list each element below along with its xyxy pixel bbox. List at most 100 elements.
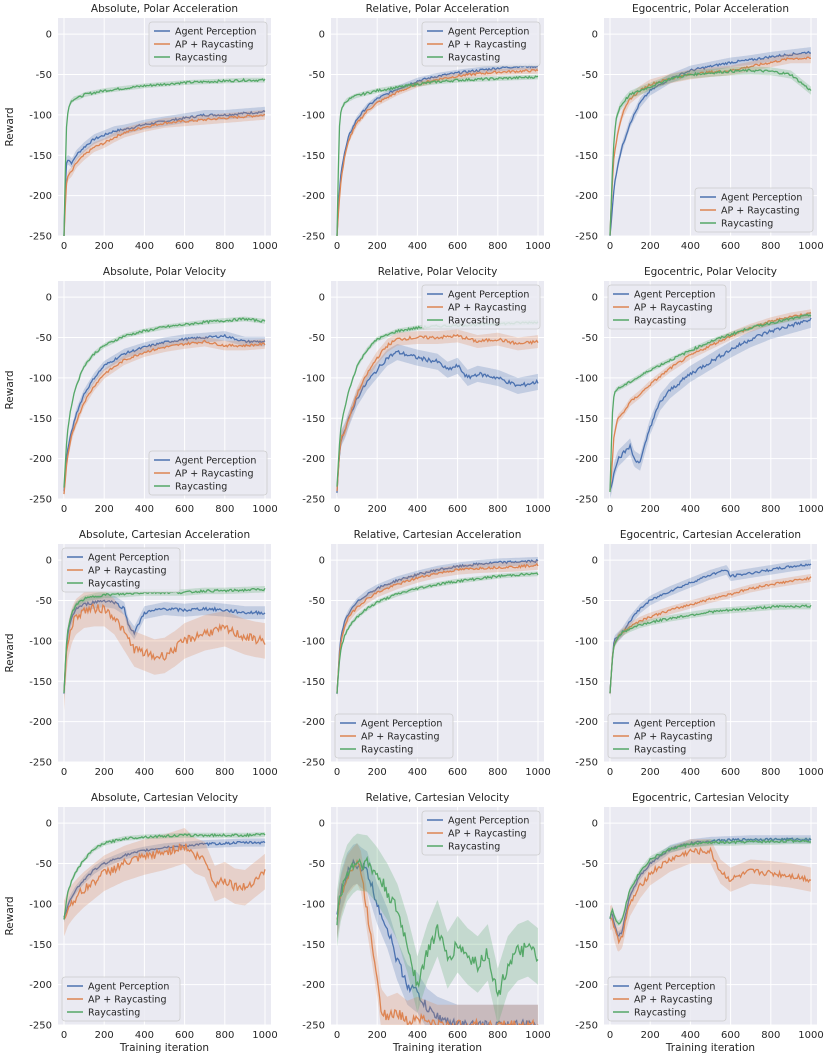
series-band-0 — [610, 311, 811, 499]
legend: Agent Perception AP + Raycasting Raycastin… — [607, 713, 727, 759]
y-tick-label: 0 — [319, 293, 325, 304]
subplot-title: Egocentric, Polar Acceleration — [632, 3, 789, 15]
y-tick-label: -200 — [29, 454, 52, 465]
series-group — [609, 559, 812, 699]
x-tick-label: 200 — [368, 767, 387, 778]
x-tick-label: 200 — [95, 504, 114, 515]
series-band-1 — [337, 329, 538, 498]
subplot-title: Absolute, Cartesian Velocity — [91, 792, 238, 804]
x-axis-label: Training iteration — [392, 1042, 482, 1054]
series-group — [63, 77, 266, 236]
series-group — [609, 835, 812, 952]
legend-entry: Agent Perception — [721, 193, 802, 204]
y-tick-label: -200 — [29, 717, 52, 728]
y-tick-label: -150 — [29, 940, 52, 951]
y-tick-label: -250 — [302, 758, 325, 769]
x-tick-label: 600 — [175, 504, 194, 515]
series-line-1 — [609, 846, 812, 945]
x-tick-label: 800 — [761, 1030, 780, 1041]
series-line-2 — [336, 855, 539, 998]
subplot-2: 0 200 400 600 800 1000 0 -50 -100 -150 -200 -250 Rel… — [302, 3, 550, 252]
subplot-title: Absolute, Polar Velocity — [103, 266, 226, 278]
y-tick-label: 0 — [46, 293, 52, 304]
legend-entry: Raycasting — [634, 745, 686, 756]
x-tick-label: 800 — [761, 504, 780, 515]
series-line-1 — [336, 562, 539, 693]
legend-entry: Agent Perception — [634, 982, 715, 993]
legend: Agent Perception AP + Raycasting Raycastin… — [421, 21, 541, 67]
x-tick-label: 1000 — [798, 1030, 823, 1041]
subplot-5: 0 200 400 600 800 1000 0 -50 -100 -150 -200 -250 Rel… — [302, 266, 550, 515]
legend-box — [421, 21, 541, 67]
x-tick-label: 600 — [448, 504, 467, 515]
series-line-1 — [336, 333, 539, 492]
y-tick-label: -200 — [575, 191, 598, 202]
subplot-title: Relative, Polar Velocity — [378, 266, 498, 278]
y-tick-label: -100 — [29, 110, 52, 121]
series-band-1 — [610, 309, 811, 495]
series-line-1 — [63, 843, 266, 920]
x-tick-label: 200 — [641, 504, 660, 515]
y-tick-label: -250 — [575, 495, 598, 506]
y-tick-label: 0 — [592, 819, 598, 830]
y-tick-label: -50 — [582, 333, 598, 344]
y-tick-label: 0 — [319, 30, 325, 41]
series-band-1 — [64, 590, 265, 712]
series-group — [609, 47, 812, 236]
x-tick-label: 0 — [334, 241, 340, 252]
series-line-2 — [336, 572, 539, 694]
y-tick-label: 0 — [46, 30, 52, 41]
y-axis-label: Reward — [4, 107, 16, 146]
legend-entry: Raycasting — [448, 53, 500, 64]
x-tick-label: 0 — [607, 504, 613, 515]
x-tick-label: 0 — [607, 1030, 613, 1041]
x-tick-label: 1000 — [798, 241, 823, 252]
y-tick-label: 0 — [319, 819, 325, 830]
x-tick-label: 600 — [448, 241, 467, 252]
series-line-1 — [63, 603, 266, 692]
y-tick-label: -200 — [302, 717, 325, 728]
legend-entry: Agent Perception — [361, 719, 442, 730]
series-group — [609, 309, 812, 499]
legend-entry: AP + Raycasting — [88, 995, 166, 1006]
legend-entry: AP + Raycasting — [175, 469, 253, 480]
x-tick-label: 800 — [761, 767, 780, 778]
y-tick-label: -100 — [302, 899, 325, 910]
x-tick-label: 0 — [61, 504, 67, 515]
x-axis-label: Training iteration — [665, 1042, 755, 1054]
x-tick-label: 200 — [95, 767, 114, 778]
subplot-title: Egocentric, Cartesian Acceleration — [620, 529, 801, 541]
series-band-1 — [64, 828, 265, 937]
legend-entry: AP + Raycasting — [634, 995, 712, 1006]
series-band-0 — [337, 344, 538, 499]
x-tick-label: 800 — [488, 241, 507, 252]
x-tick-label: 800 — [215, 767, 234, 778]
x-tick-label: 200 — [641, 1030, 660, 1041]
legend-entry: Raycasting — [634, 1008, 686, 1019]
series-line-1 — [63, 339, 266, 495]
legend-entry: Raycasting — [88, 1008, 140, 1019]
series-line-1 — [336, 68, 539, 236]
x-tick-label: 200 — [95, 241, 114, 252]
x-tick-label: 1000 — [252, 767, 277, 778]
y-tick-label: -100 — [29, 373, 52, 384]
x-tick-label: 400 — [408, 1030, 427, 1041]
y-tick-label: -100 — [302, 636, 325, 647]
series-line-0 — [63, 110, 266, 236]
series-line-2 — [609, 68, 812, 236]
series-line-2 — [63, 587, 266, 694]
y-tick-label: -250 — [302, 1021, 325, 1032]
x-tick-label: 800 — [488, 504, 507, 515]
series-line-0 — [609, 563, 812, 694]
legend-entry: Agent Perception — [175, 456, 256, 467]
x-tick-label: 0 — [61, 1030, 67, 1041]
series-line-2 — [609, 839, 812, 925]
legend-box — [61, 976, 181, 1022]
legend: Agent Perception AP + Raycasting Raycastin… — [694, 187, 814, 233]
series-line-0 — [336, 64, 539, 236]
y-tick-label: -100 — [302, 110, 325, 121]
y-tick-label: -50 — [582, 596, 598, 607]
legend-entry: Raycasting — [634, 316, 686, 327]
x-tick-label: 400 — [681, 241, 700, 252]
series-line-0 — [336, 349, 539, 493]
